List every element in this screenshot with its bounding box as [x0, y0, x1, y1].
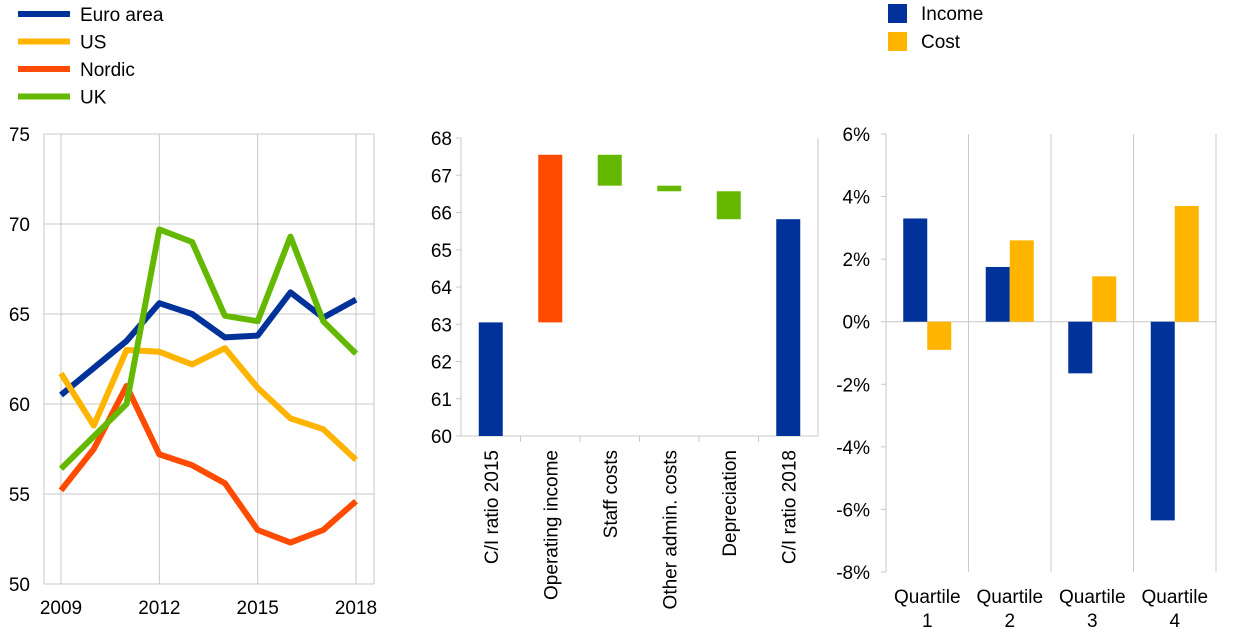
quartile-y-tick-label: -2%: [836, 375, 870, 396]
quartile-category-label: Quartile: [976, 587, 1043, 608]
quartile-bar-income: [1150, 321, 1175, 521]
waterfall-y-tick-label: 65: [431, 241, 452, 262]
waterfall-y-tick-label: 68: [431, 129, 452, 150]
waterfall-bar: [657, 185, 682, 192]
quartile-legend-label: Cost: [921, 32, 961, 53]
line-chart-x-tick-label: 2009: [40, 598, 82, 619]
quartile-y-tick-label: -4%: [836, 438, 870, 459]
waterfall-bar: [478, 322, 503, 436]
line-chart-y-tick-label: 75: [9, 125, 30, 146]
line-chart-y-tick-label: 65: [9, 305, 30, 326]
line-chart-y-tick-label: 60: [9, 395, 30, 416]
waterfall-category-label: Staff costs: [601, 450, 622, 538]
quartile-bar-cost: [1009, 240, 1034, 322]
quartile-category-label: 3: [1087, 611, 1098, 632]
line-chart-x-tick-label: 2012: [138, 598, 180, 619]
quartile-category-label: Quartile: [1141, 587, 1208, 608]
line-legend-label: UK: [80, 88, 107, 109]
quartile-category-label: 4: [1169, 611, 1180, 632]
line-series-nordic: [58, 383, 358, 546]
line-chart-x-tick-label: 2018: [335, 598, 377, 619]
quartile-category-label: 1: [922, 611, 933, 632]
quartile-legend-swatch: [888, 32, 907, 51]
quartile-category-label: Quartile: [894, 587, 961, 608]
waterfall-y-tick-label: 62: [431, 353, 452, 374]
waterfall-y-tick-label: 66: [431, 204, 452, 225]
line-chart-y-tick-label: 50: [9, 575, 30, 596]
line-chart-x-tick-label: 2015: [237, 598, 279, 619]
line-series-uk: [58, 226, 359, 471]
quartile-y-tick-label: 6%: [843, 125, 871, 146]
quartile-y-tick-label: 2%: [843, 250, 871, 271]
quartile-category-label: Quartile: [1059, 587, 1126, 608]
waterfall-bar: [776, 219, 801, 436]
line-series-euro-area: [59, 289, 358, 398]
waterfall-y-tick-label: 64: [431, 278, 453, 299]
quartile-y-tick-label: 4%: [843, 188, 871, 209]
line-series-us: [58, 345, 359, 462]
line-legend-label: Nordic: [80, 60, 135, 81]
line-chart-y-tick-label: 55: [9, 485, 30, 506]
quartile-y-tick-label: -8%: [836, 563, 870, 584]
quartile-y-tick-label: -6%: [836, 500, 870, 521]
waterfall-category-label: Depreciation: [720, 450, 741, 557]
waterfall-y-tick-label: 63: [431, 315, 452, 336]
line-legend-label: Euro area: [80, 5, 164, 26]
quartile-bar-cost: [1174, 205, 1199, 322]
quartile-bar-income: [985, 266, 1010, 322]
quartile-bar-income: [903, 218, 928, 322]
waterfall-category-label: Other admin. costs: [660, 450, 681, 609]
waterfall-y-tick-label: 60: [431, 427, 452, 448]
waterfall-bar: [716, 191, 741, 220]
line-legend-label: US: [80, 33, 106, 54]
quartile-legend-swatch: [888, 4, 907, 23]
waterfall-category-label: Operating income: [541, 450, 562, 600]
line-chart: 50 55 60 65 70 75 2009 2012 2015 2018 Euro area US N…: [9, 5, 377, 619]
waterfall-y-tick-label: 67: [431, 166, 452, 187]
waterfall-bar: [597, 154, 622, 186]
quartile-legend-label: Income: [921, 4, 983, 25]
quartile-bar-chart: -8% -6% -4% -2% 0% 2% 4% 6% Quartile 1 Quartile 2 Qu…: [836, 4, 1217, 632]
quartile-y-tick-label: 0%: [843, 313, 871, 334]
waterfall-chart: 60 61 62 63 64 65 66 67 68 C/I ratio 2015 Operatin…: [431, 129, 819, 609]
waterfall-y-tick-label: 61: [431, 390, 452, 411]
waterfall-category-label: C/I ratio 2018: [779, 450, 800, 564]
quartile-bar-income: [1068, 321, 1093, 374]
quartile-bar-cost: [927, 321, 952, 350]
waterfall-bar: [538, 154, 563, 323]
quartile-bar-cost: [1092, 276, 1117, 322]
waterfall-category-label: C/I ratio 2015: [482, 450, 503, 564]
line-chart-y-tick-label: 70: [9, 215, 30, 236]
quartile-category-label: 2: [1004, 611, 1015, 632]
